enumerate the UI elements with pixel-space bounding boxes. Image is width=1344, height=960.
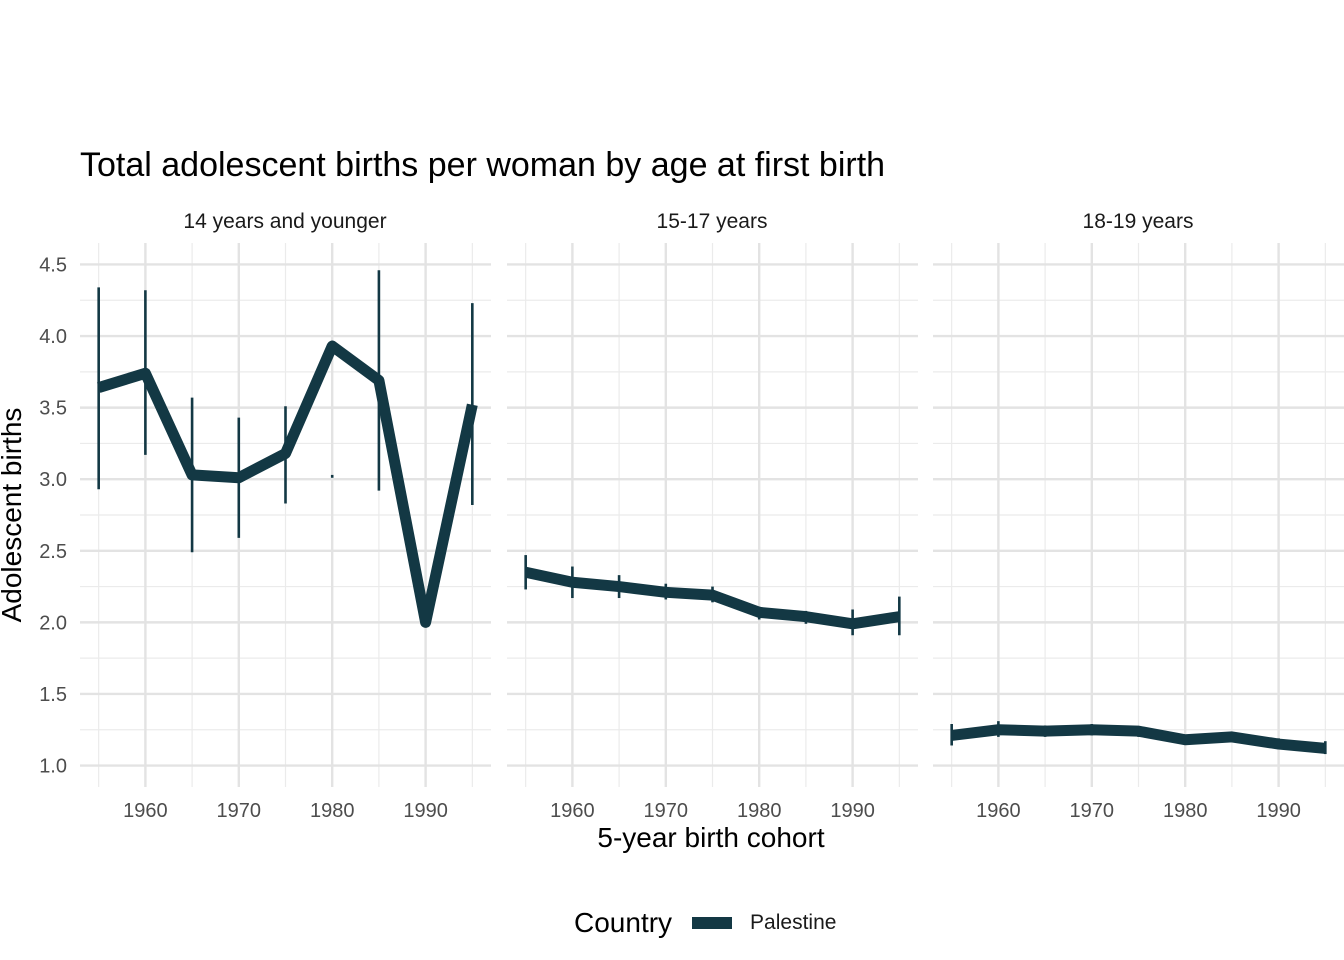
y-tick-label: 1.0 bbox=[39, 756, 67, 778]
x-tick-label: 1970 bbox=[644, 800, 689, 822]
facet-label-15-17: 15-17 years bbox=[656, 210, 768, 233]
x-tick-label: 1980 bbox=[1163, 800, 1208, 822]
x-tick-label: 1970 bbox=[1070, 800, 1115, 822]
legend-key-palestine bbox=[692, 917, 733, 929]
facet-label-18-19: 18-19 years bbox=[1082, 210, 1194, 233]
legend-label-palestine: Palestine bbox=[750, 911, 837, 934]
legend-title: Country bbox=[574, 907, 673, 938]
x-tick-label: 1990 bbox=[1256, 800, 1301, 822]
y-tick-label: 4.5 bbox=[39, 254, 67, 276]
y-tick-label: 2.0 bbox=[39, 612, 67, 634]
series-line-palestine bbox=[97, 340, 478, 628]
x-tick-label: 1970 bbox=[217, 800, 262, 822]
y-tick-label: 3.5 bbox=[39, 398, 67, 420]
x-tick-label: 1980 bbox=[737, 800, 782, 822]
x-tick-label: 1990 bbox=[403, 800, 448, 822]
x-tick-label: 1960 bbox=[123, 800, 168, 822]
x-tick-label: 1990 bbox=[830, 800, 875, 822]
y-tick-label: 1.5 bbox=[39, 684, 67, 706]
x-tick-label: 1960 bbox=[550, 800, 595, 822]
chart-title: Total adolescent births per woman by age… bbox=[80, 146, 886, 184]
y-tick-label: 4.0 bbox=[39, 326, 67, 348]
series-line-palestine bbox=[524, 566, 901, 630]
x-tick-label: 1960 bbox=[976, 800, 1021, 822]
facet-label-14-and-younger: 14 years and younger bbox=[183, 210, 387, 233]
legend: Country Palestine bbox=[574, 903, 836, 943]
y-axis-title: Adolescent births bbox=[0, 407, 27, 623]
x-tick-label: 1980 bbox=[310, 800, 355, 822]
x-axis-title: 5-year birth cohort bbox=[597, 822, 825, 853]
y-tick-label: 3.0 bbox=[39, 469, 67, 491]
series-line-palestine bbox=[951, 724, 1326, 754]
y-tick-label: 2.5 bbox=[39, 541, 67, 563]
